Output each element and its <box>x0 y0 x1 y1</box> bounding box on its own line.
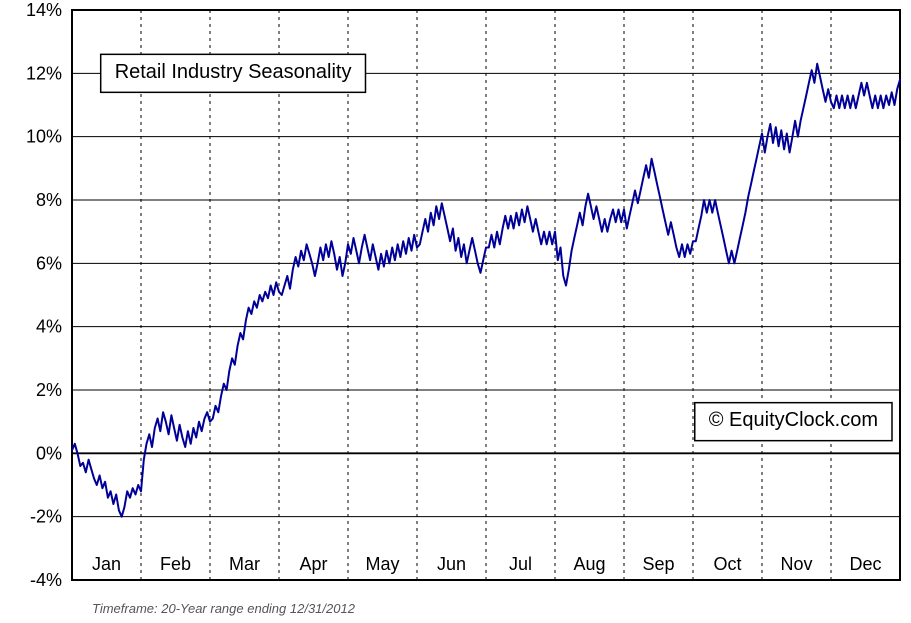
y-tick-label: 4% <box>36 317 62 337</box>
y-tick-label: -4% <box>30 570 62 590</box>
y-tick-label: 14% <box>26 0 62 20</box>
footnote: Timeframe: 20-Year range ending 12/31/20… <box>92 601 356 616</box>
y-tick-label: 6% <box>36 253 62 273</box>
y-tick-label: 2% <box>36 380 62 400</box>
x-tick-label: Apr <box>299 554 327 574</box>
x-tick-label: Oct <box>713 554 741 574</box>
credit-text: © EquityClock.com <box>709 409 878 431</box>
y-tick-label: 12% <box>26 63 62 83</box>
x-tick-label: Jun <box>437 554 466 574</box>
x-tick-label: Feb <box>160 554 191 574</box>
x-tick-label: Nov <box>780 554 812 574</box>
y-tick-label: -2% <box>30 507 62 527</box>
x-tick-label: Mar <box>229 554 260 574</box>
x-tick-label: Sep <box>642 554 674 574</box>
chart-title: Retail Industry Seasonality <box>115 61 352 83</box>
seasonality-chart: -4% -2% 0% 2% 4% 6% 8% 10% 12% 14% Jan Feb Mar Apr May… <box>0 0 911 623</box>
y-tick-label: 8% <box>36 190 62 210</box>
chart-svg: -4% -2% 0% 2% 4% 6% 8% 10% 12% 14% Jan Feb Mar Apr May… <box>0 0 911 623</box>
x-tick-label: Jul <box>509 554 532 574</box>
x-tick-label: Jan <box>92 554 121 574</box>
y-tick-label: 10% <box>26 127 62 147</box>
x-tick-label: Aug <box>573 554 605 574</box>
x-tick-label: May <box>365 554 399 574</box>
x-tick-label: Dec <box>849 554 881 574</box>
y-tick-label: 0% <box>36 443 62 463</box>
